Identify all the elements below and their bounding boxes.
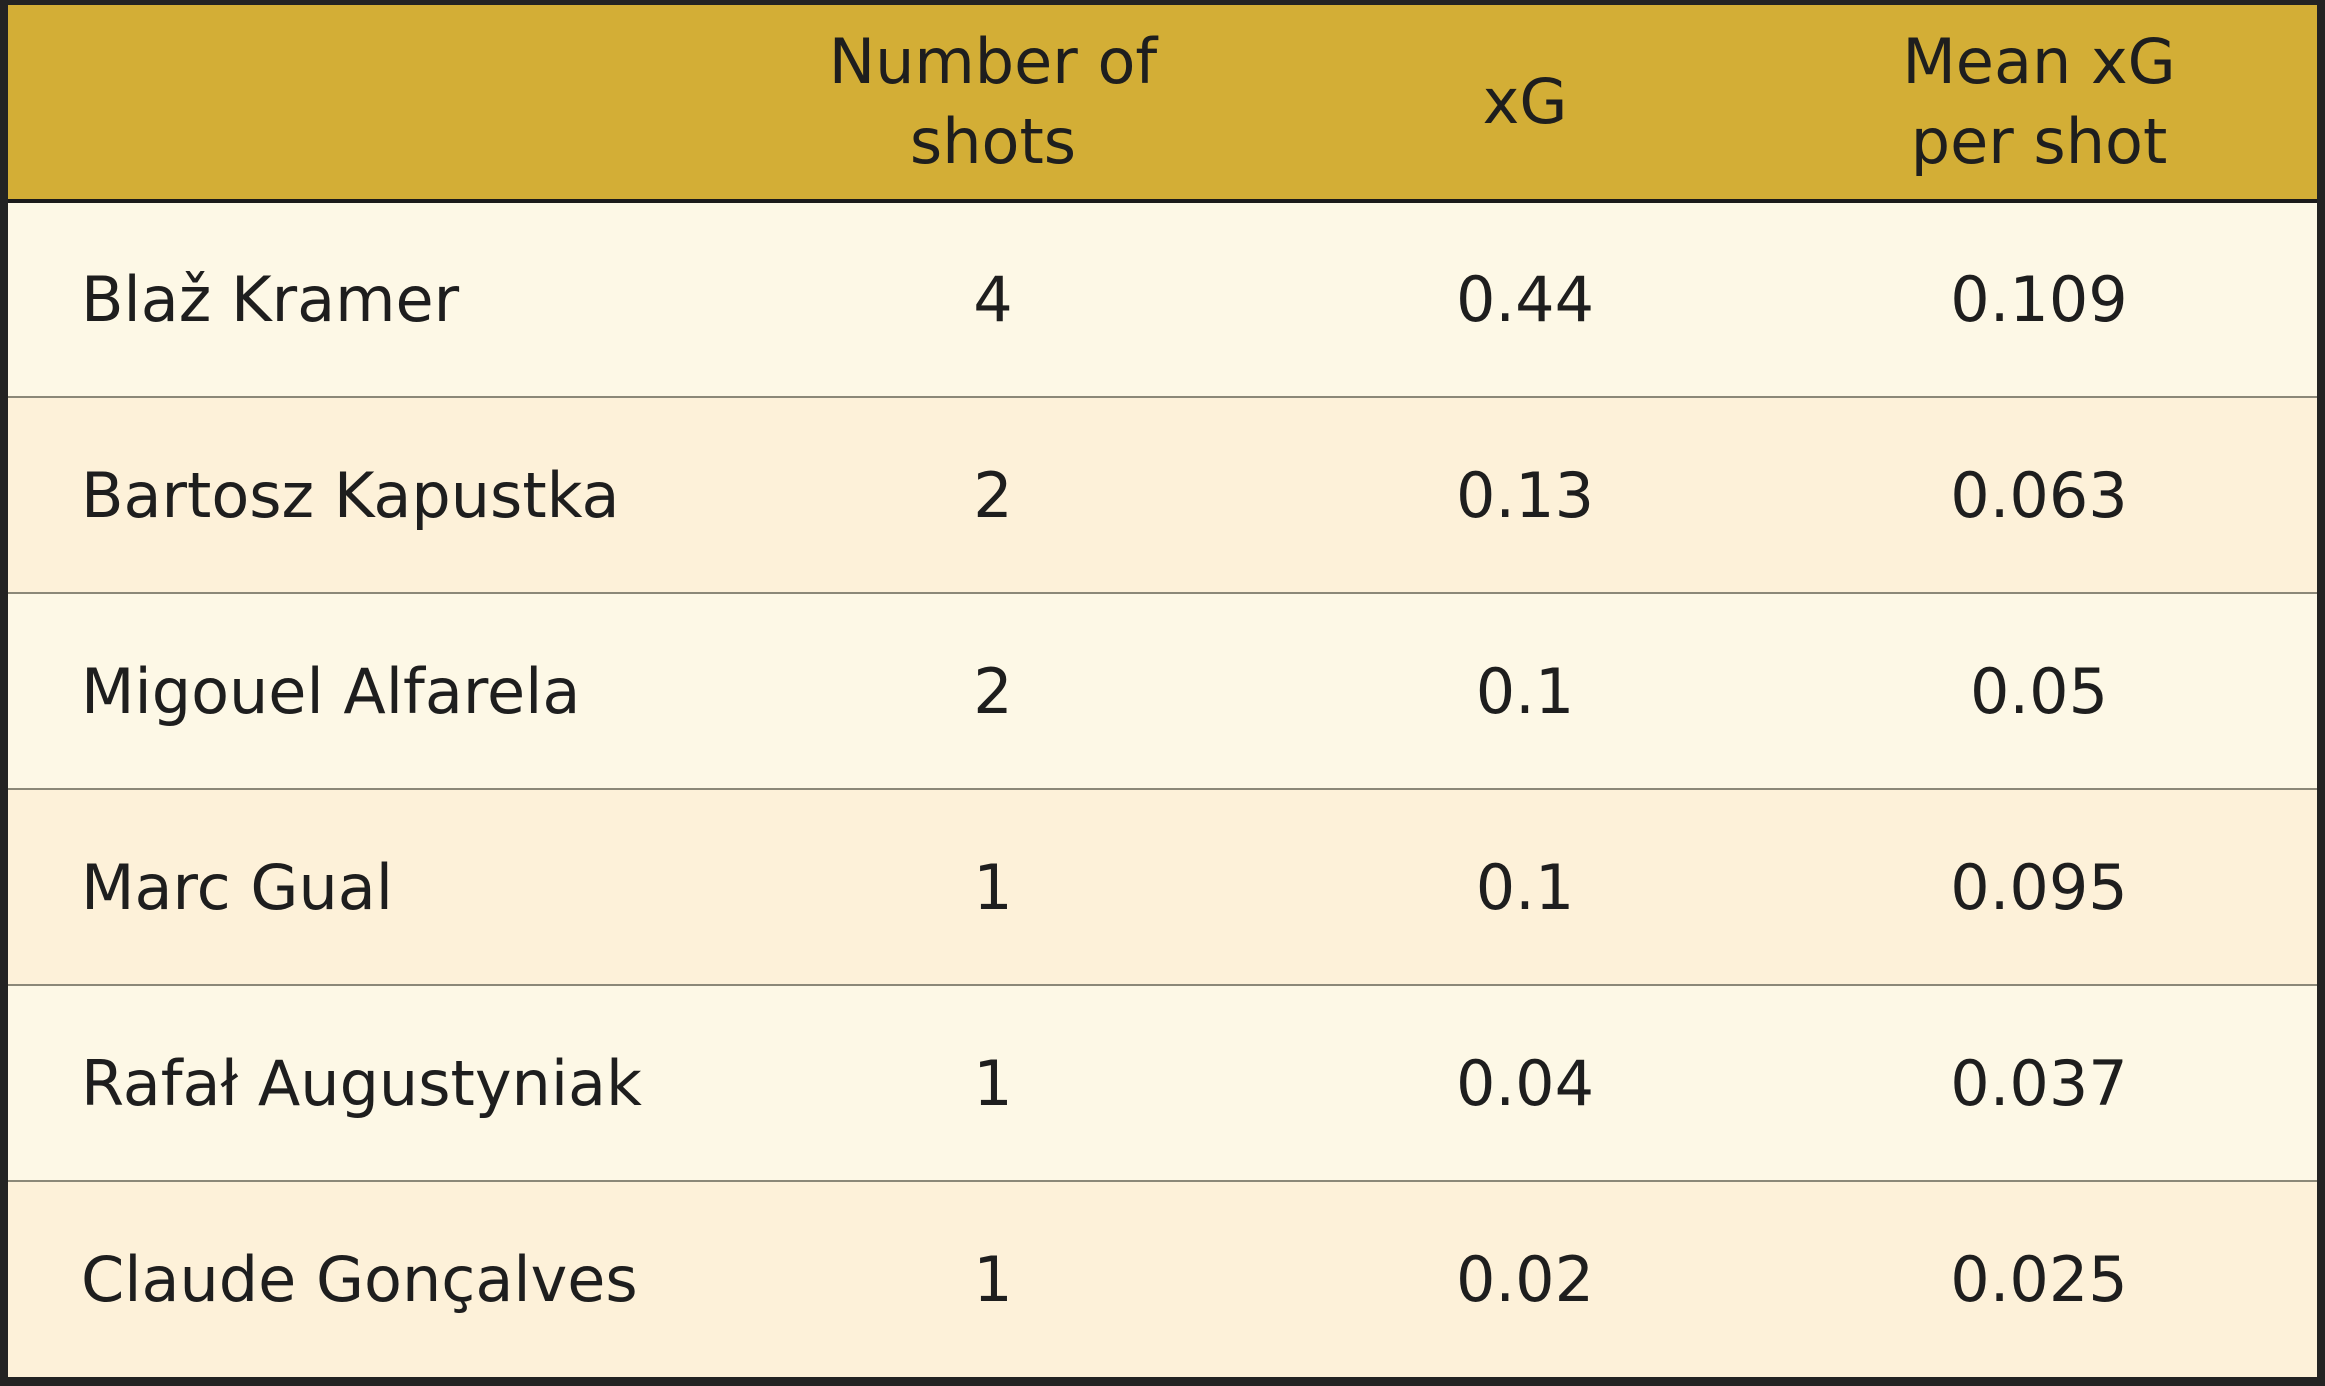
header-number-of-shots: Number of shots — [697, 5, 1289, 203]
header-mean-xg-per-shot: Mean xG per shot — [1761, 5, 2317, 203]
table-row: Blaž Kramer 4 0.44 0.109 — [8, 201, 2317, 397]
xg-cell: 0.04 — [1289, 984, 1761, 1181]
player-name-cell: Bartosz Kapustka — [8, 396, 697, 593]
player-name-cell: Claude Gonçalves — [8, 1180, 697, 1377]
table-row: Migouel Alfarela 2 0.1 0.05 — [8, 592, 2317, 789]
player-name-cell: Marc Gual — [8, 788, 697, 985]
player-name-cell: Migouel Alfarela — [8, 592, 697, 789]
header-number-of-shots-line-2: shots — [909, 105, 1077, 178]
shots-cell: 1 — [697, 788, 1289, 985]
header-player — [8, 5, 697, 203]
mean-xg-cell: 0.063 — [1761, 396, 2317, 593]
mean-xg-cell: 0.025 — [1761, 1180, 2317, 1377]
xg-cell: 0.44 — [1455, 263, 1595, 336]
header-xg-label: xG — [1482, 65, 1568, 138]
header-xg: xG — [1289, 5, 1761, 203]
table-row: Claude Gonçalves 1 0.02 0.025 — [8, 1180, 2317, 1377]
shots-cell: 1 — [697, 1180, 1289, 1377]
shots-cell: 4 — [973, 263, 1013, 336]
mean-xg-cell: 0.109 — [1950, 263, 2128, 336]
mean-xg-cell: 0.05 — [1761, 592, 2317, 789]
header-number-of-shots-line-1: Number of — [828, 25, 1158, 98]
mean-xg-cell: 0.037 — [1761, 984, 2317, 1181]
player-name-cell: Rafał Augustyniak — [8, 984, 697, 1181]
header-mean-xg-line-2: per shot — [1910, 105, 2168, 178]
shots-cell: 2 — [697, 396, 1289, 593]
xg-cell: 0.1 — [1289, 592, 1761, 789]
xg-cell: 0.02 — [1289, 1180, 1761, 1377]
shots-cell: 2 — [697, 592, 1289, 789]
header-mean-xg-line-1: Mean xG — [1902, 25, 2176, 98]
table-row: Bartosz Kapustka 2 0.13 0.063 — [8, 396, 2317, 593]
xg-cell: 0.13 — [1289, 396, 1761, 593]
player-name-cell: Blaž Kramer — [81, 263, 460, 336]
mean-xg-cell: 0.095 — [1761, 788, 2317, 985]
table-row: Rafał Augustyniak 1 0.04 0.037 — [8, 984, 2317, 1181]
table-header-row: Number of shots xG Mean xG per shot — [8, 5, 2317, 203]
shots-cell: 1 — [697, 984, 1289, 1181]
table-row: Marc Gual 1 0.1 0.095 — [8, 788, 2317, 985]
xg-cell: 0.1 — [1289, 788, 1761, 985]
xg-stats-table: Number of shots xG Mean xG per shot Blaž… — [8, 5, 2317, 1377]
